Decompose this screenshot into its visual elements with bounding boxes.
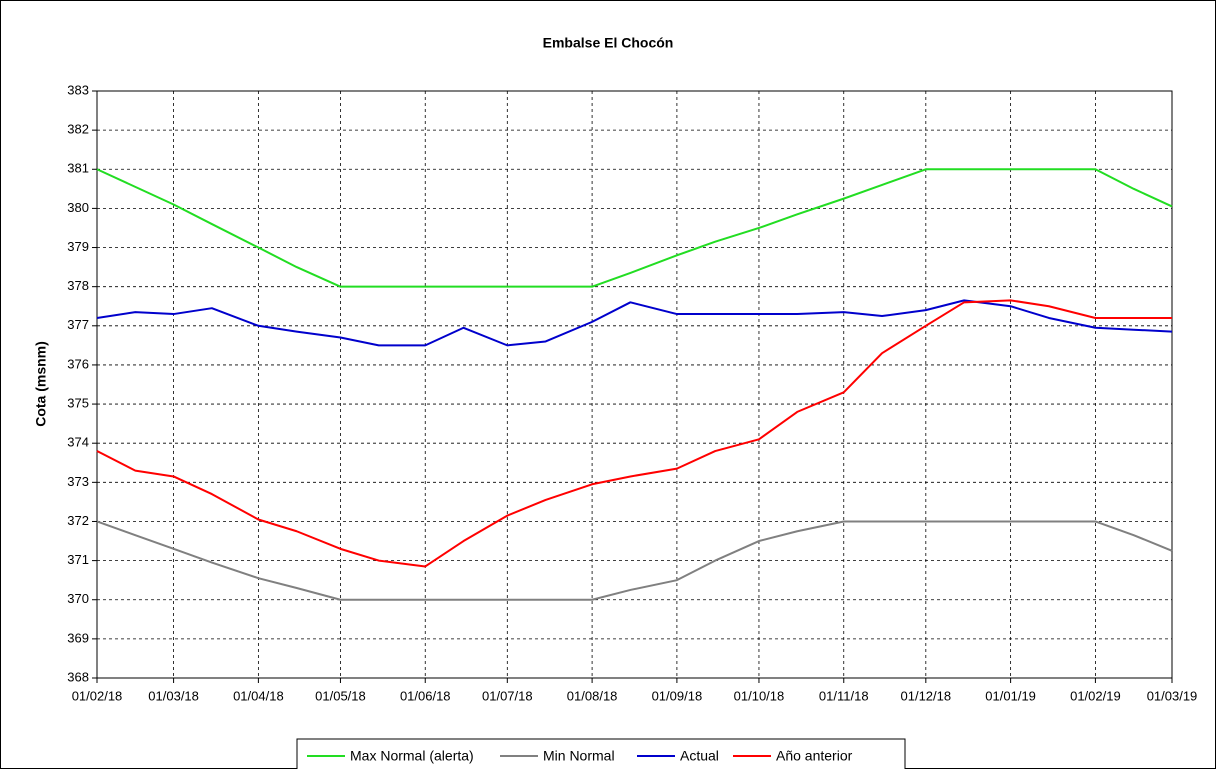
series-line — [96, 168, 1173, 288]
y-tick-label: 381 — [67, 161, 89, 176]
x-tick-label: 01/02/19 — [1070, 688, 1121, 703]
y-tick-label: 368 — [67, 669, 89, 684]
chart-title: Embalse El Chocón — [543, 35, 674, 51]
y-tick-label: 377 — [67, 317, 89, 332]
y-tick-label: 373 — [67, 474, 89, 489]
x-tick-label: 01/10/18 — [734, 688, 785, 703]
y-tick-label: 369 — [67, 630, 89, 645]
x-tick-label: 01/06/18 — [400, 688, 451, 703]
legend: Max Normal (alerta) Min Normal Actual Año a… — [296, 738, 906, 769]
y-tick-label: 370 — [67, 591, 89, 606]
y-tick-label: 379 — [67, 239, 89, 254]
y-tick-label: 374 — [67, 435, 89, 450]
y-tick-label: 383 — [67, 82, 89, 97]
legend-label: Min Normal — [543, 748, 615, 764]
x-tick-label: 01/01/19 — [985, 688, 1036, 703]
y-tick-label: 371 — [67, 552, 89, 567]
y-tick-label: 375 — [67, 396, 89, 411]
x-tick-label: 01/09/18 — [652, 688, 703, 703]
series-line — [96, 299, 1173, 347]
legend-label: Actual — [680, 748, 719, 764]
x-tick-label: 01/07/18 — [482, 688, 533, 703]
y-tick-label: 380 — [67, 200, 89, 215]
plot-border — [96, 90, 1173, 679]
y-axis-label: Cota (msnm) — [33, 341, 49, 427]
x-tick-label: 01/08/18 — [567, 688, 618, 703]
y-tick-label: 372 — [67, 513, 89, 528]
series-line — [96, 299, 1172, 568]
legend-label: Año anterior — [776, 748, 853, 764]
legend-box — [296, 738, 906, 769]
x-tick-label: 01/05/18 — [315, 688, 366, 703]
y-tick-label: 376 — [67, 356, 89, 371]
x-tick-label: 01/11/18 — [819, 688, 869, 703]
legend-label: Max Normal (alerta) — [350, 748, 474, 764]
y-tick-label: 382 — [67, 122, 89, 137]
x-tick-label: 01/04/18 — [233, 688, 284, 703]
x-tick-label: 01/02/18 — [72, 688, 123, 703]
x-tick-label: 01/12/18 — [901, 688, 952, 703]
series-line — [96, 520, 1173, 601]
x-tick-label: 01/03/18 — [148, 688, 199, 703]
y-tick-label: 378 — [67, 278, 89, 293]
x-tick-label: 01/03/19 — [1147, 688, 1198, 703]
plot-area — [97, 91, 1172, 678]
